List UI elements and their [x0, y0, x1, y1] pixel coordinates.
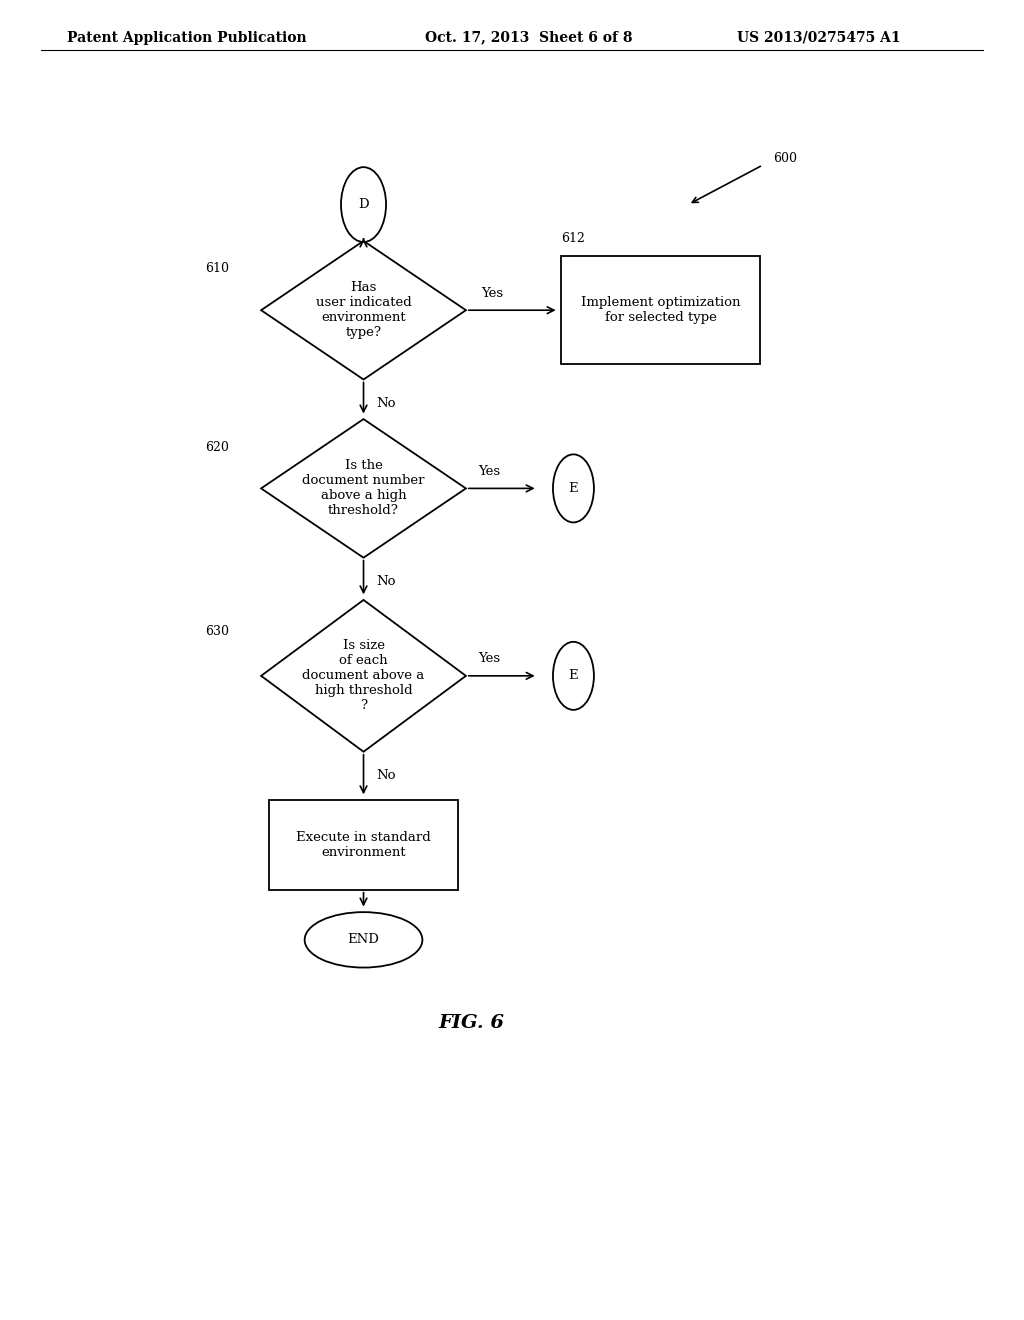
- Text: Is size
of each
document above a
high threshold
?: Is size of each document above a high th…: [302, 639, 425, 713]
- Text: 610: 610: [205, 263, 228, 276]
- Text: 620: 620: [205, 441, 228, 454]
- Text: 612: 612: [561, 232, 585, 246]
- Text: D: D: [358, 198, 369, 211]
- Text: END: END: [347, 933, 380, 946]
- Text: US 2013/0275475 A1: US 2013/0275475 A1: [737, 30, 901, 45]
- Text: E: E: [568, 482, 579, 495]
- Text: Yes: Yes: [481, 286, 504, 300]
- Text: Yes: Yes: [478, 465, 501, 478]
- Text: Patent Application Publication: Patent Application Publication: [67, 30, 306, 45]
- Text: FIG. 6: FIG. 6: [438, 1014, 504, 1032]
- Text: Yes: Yes: [478, 652, 501, 665]
- Text: Execute in standard
environment: Execute in standard environment: [296, 830, 431, 859]
- Text: Is the
document number
above a high
threshold?: Is the document number above a high thre…: [302, 459, 425, 517]
- Text: 630: 630: [205, 624, 228, 638]
- Text: E: E: [568, 669, 579, 682]
- Bar: [561, 256, 760, 364]
- Text: Oct. 17, 2013  Sheet 6 of 8: Oct. 17, 2013 Sheet 6 of 8: [425, 30, 633, 45]
- Bar: [268, 800, 458, 890]
- Text: No: No: [376, 770, 395, 781]
- Text: 600: 600: [773, 152, 797, 165]
- Text: Has
user indicated
environment
type?: Has user indicated environment type?: [315, 281, 412, 339]
- Text: Implement optimization
for selected type: Implement optimization for selected type: [581, 296, 740, 325]
- Text: No: No: [376, 576, 395, 587]
- Text: No: No: [376, 397, 395, 409]
